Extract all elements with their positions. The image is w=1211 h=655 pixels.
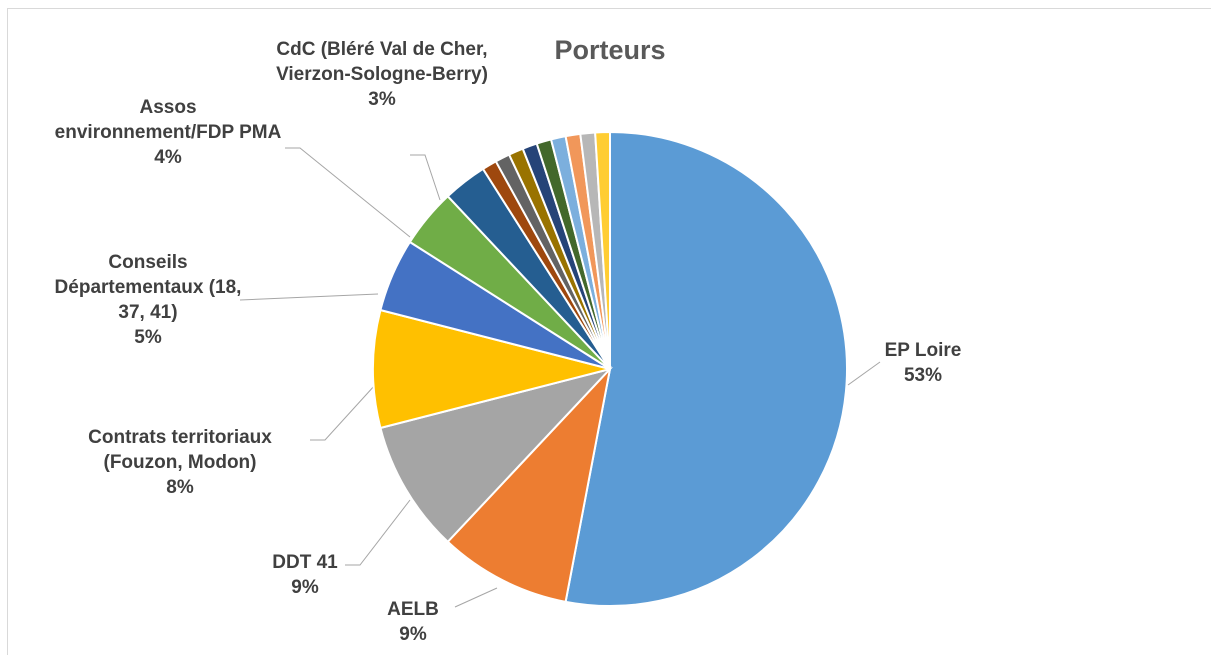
leader-lines	[239, 147, 881, 608]
data-label-value: 9%	[291, 577, 319, 598]
pie-slice	[564, 130, 848, 607]
data-label-name: Contrats territoriaux (Fouzon, Modon)	[88, 427, 272, 473]
pie-slice	[379, 367, 614, 544]
leader-line	[345, 499, 411, 566]
chart-title: Porteurs	[554, 35, 665, 65]
data-label-name: AELB	[387, 599, 439, 620]
leader-line	[285, 147, 411, 238]
data-label: DDT 41 9%	[245, 550, 365, 600]
data-label: Conseils Départementaux (18, 37, 41) 5%	[48, 250, 248, 350]
data-label-value: 8%	[166, 477, 194, 498]
leader-line	[454, 587, 498, 608]
pie-slice	[594, 130, 611, 370]
data-label: CdC (Bléré Val de Cher, Vierzon-Sologne-…	[275, 37, 490, 112]
data-label-name: DDT 41	[272, 552, 338, 573]
data-label-value: 3%	[368, 89, 396, 110]
data-label-name: EP Loire	[884, 340, 962, 361]
leader-line	[410, 154, 441, 201]
pie-slice	[372, 308, 611, 430]
leader-line	[239, 293, 379, 301]
leader-line	[310, 384, 376, 441]
pie-slice	[446, 365, 612, 603]
leader-line	[847, 361, 881, 386]
data-label: Assos environnement/FDP PMA 4%	[53, 95, 283, 170]
data-label: AELB 9%	[363, 597, 463, 647]
data-label-value: 9%	[399, 624, 427, 645]
data-label-name: Conseils Départementaux (18, 37, 41)	[54, 252, 242, 323]
data-label-value: 53%	[903, 365, 943, 386]
data-label: Contrats territoriaux (Fouzon, Modon) 8%	[50, 425, 310, 500]
data-label-name: CdC (Bléré Val de Cher, Vierzon-Sologne-…	[276, 39, 488, 85]
data-label-value: 4%	[154, 147, 182, 168]
data-label-name: Assos environnement/FDP PMA	[54, 97, 282, 143]
data-label-value: 5%	[134, 327, 162, 348]
data-label: EP Loire 53%	[853, 338, 993, 388]
